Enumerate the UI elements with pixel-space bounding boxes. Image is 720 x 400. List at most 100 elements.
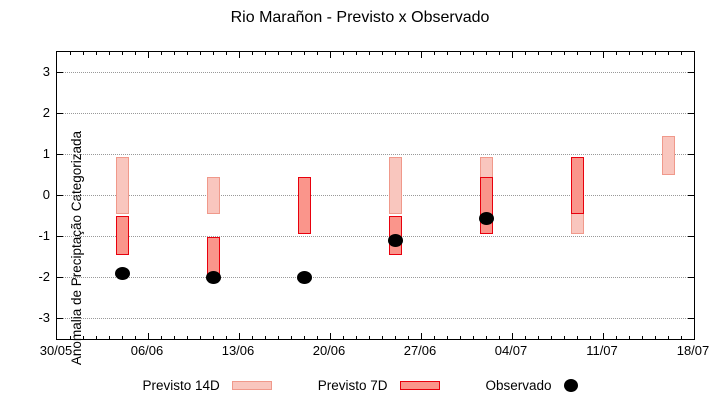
x-axis-tick <box>160 52 162 55</box>
x-axis-tick <box>654 336 656 339</box>
x-axis-tick <box>446 336 448 339</box>
previsto-14d-swatch-icon <box>231 380 272 390</box>
y-tick-label: -1 <box>38 227 50 243</box>
x-axis-tick <box>407 52 409 55</box>
y-axis-tick <box>57 277 63 278</box>
x-axis-tick <box>238 333 240 339</box>
x-axis-tick <box>537 52 539 55</box>
x-axis-tick <box>121 336 123 339</box>
x-axis-tick <box>511 333 513 339</box>
x-axis-tick <box>498 52 500 55</box>
x-axis-tick <box>641 336 643 339</box>
previsto-7d-swatch-icon <box>399 380 440 390</box>
x-axis-tick <box>303 336 305 339</box>
x-axis-tick <box>563 336 565 339</box>
x-axis-tick <box>615 52 617 55</box>
x-axis-tick <box>147 52 149 58</box>
x-axis-tick <box>368 52 370 55</box>
legend-label-previsto-7d: Previsto 7D <box>317 377 388 393</box>
x-axis-tick <box>641 52 643 55</box>
x-axis-tick <box>602 333 604 339</box>
x-axis-tick <box>355 52 357 55</box>
x-axis-tick <box>680 336 682 339</box>
y-tick-label: 0 <box>42 186 50 202</box>
x-axis-tick <box>199 52 201 55</box>
x-axis-tick <box>576 336 578 339</box>
x-axis-tick <box>251 52 253 55</box>
previsto-7d-bar <box>570 156 584 214</box>
x-axis-tick <box>264 52 266 55</box>
x-axis-tick <box>316 336 318 339</box>
y-axis-tick <box>57 72 63 73</box>
y-tick-label: -3 <box>38 309 50 325</box>
y-axis-tick <box>57 195 63 196</box>
legend-item-observado: Observado <box>486 378 578 393</box>
x-axis-tick <box>134 52 136 55</box>
x-axis-tick <box>589 52 591 55</box>
legend: Previsto 14D Previsto 7D Observado <box>0 374 720 396</box>
observado-dot <box>296 271 312 284</box>
y-gridline <box>57 154 694 155</box>
y-gridline <box>57 236 694 237</box>
x-axis-tick <box>290 336 292 339</box>
x-axis-tick <box>69 52 71 55</box>
observado-dot-icon <box>563 378 578 392</box>
x-axis-tick <box>316 52 318 55</box>
x-axis-tick <box>602 52 604 58</box>
legend-item-previsto-7d: Previsto 7D <box>318 378 440 393</box>
x-axis-tick <box>368 336 370 339</box>
x-axis-tick <box>524 52 526 55</box>
y-axis-tick <box>688 195 694 196</box>
x-axis-tick <box>342 336 344 339</box>
x-axis-tick <box>329 52 331 58</box>
y-gridline <box>57 72 694 73</box>
y-gridline <box>57 277 694 278</box>
x-axis-tick <box>186 52 188 55</box>
x-axis-tick <box>420 333 422 339</box>
x-axis-tick <box>225 336 227 339</box>
x-axis-tick <box>654 52 656 55</box>
y-axis-tick <box>688 318 694 319</box>
x-axis-tick <box>563 52 565 55</box>
x-tick-label: 18/07 <box>676 343 710 358</box>
y-tick-label: 2 <box>42 104 50 120</box>
x-axis-tick <box>95 52 97 55</box>
x-axis-tick <box>160 336 162 339</box>
x-axis-tick <box>667 336 669 339</box>
x-axis-tick <box>628 336 630 339</box>
observado-dot <box>205 271 221 284</box>
x-axis-tick <box>355 336 357 339</box>
x-tick-label: 04/07 <box>494 343 528 358</box>
x-axis-tick <box>433 336 435 339</box>
x-axis-tick <box>485 336 487 339</box>
x-axis-tick <box>407 336 409 339</box>
x-axis-tick <box>342 52 344 55</box>
x-axis-tick <box>472 52 474 55</box>
x-axis-tick <box>589 336 591 339</box>
previsto-7d-bar <box>479 177 493 235</box>
x-axis-tick <box>225 52 227 55</box>
x-axis-tick <box>446 52 448 55</box>
x-axis-tick <box>264 336 266 339</box>
x-axis-tick <box>550 336 552 339</box>
x-tick-label: 06/06 <box>130 343 164 358</box>
y-axis-tick <box>688 277 694 278</box>
x-axis-tick <box>381 52 383 55</box>
x-axis-tick <box>290 52 292 55</box>
y-axis-tick <box>57 318 63 319</box>
x-axis-tick <box>251 336 253 339</box>
x-axis-tick <box>238 52 240 58</box>
previsto-14d-bar <box>206 177 220 214</box>
previsto-7d-bar <box>297 177 311 235</box>
chart-title: Rio Marañon - Previsto x Observado <box>230 9 490 26</box>
x-axis-tick <box>485 52 487 55</box>
x-axis-tick <box>147 333 149 339</box>
x-axis-tick <box>329 333 331 339</box>
legend-item-previsto-14d: Previsto 14D <box>142 377 272 393</box>
x-axis-tick <box>108 52 110 55</box>
x-axis-tick <box>394 336 396 339</box>
legend-label-previsto-14d: Previsto 14D <box>142 377 220 393</box>
observado-dot <box>114 266 130 280</box>
x-axis-tick <box>212 52 214 55</box>
